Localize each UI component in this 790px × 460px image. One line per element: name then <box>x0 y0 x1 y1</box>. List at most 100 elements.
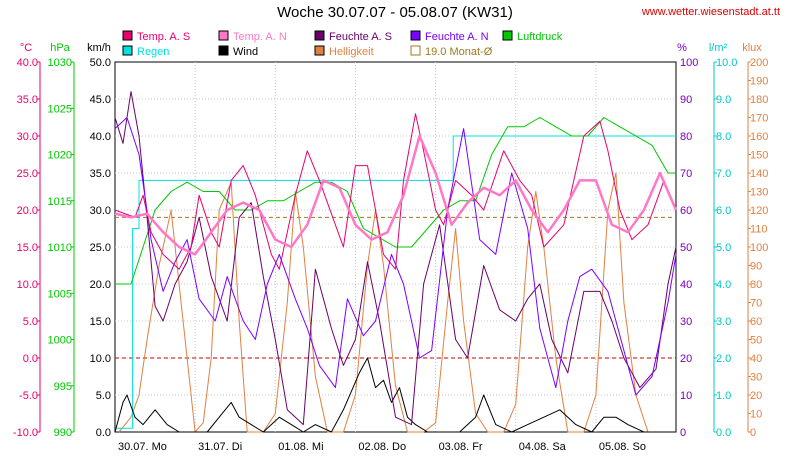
x-tick-label: 02.08. Do <box>358 441 406 453</box>
tick-label-humidity: 90 <box>680 94 692 106</box>
series-line <box>114 91 677 426</box>
legend-label: Helligkeit <box>329 46 374 58</box>
tick-label-lux: 20 <box>750 390 762 402</box>
tick-label-lux: 170 <box>750 113 768 125</box>
tick-label-rain: 2.0 <box>716 353 731 365</box>
legend-label: Temp. A. N <box>233 31 287 43</box>
axis-unit-rain: l/m² <box>709 42 728 54</box>
tick-label-humidity: 40 <box>680 279 692 291</box>
legend-swatch <box>122 30 133 41</box>
tick-label-humidity: 30 <box>680 316 692 328</box>
tick-label-lux: 10 <box>750 409 762 421</box>
tick-label-lux: 110 <box>750 224 768 236</box>
legend-label: 19.0 Monat-Ø <box>425 46 493 58</box>
tick-label-humidity: 20 <box>680 353 692 365</box>
legend-label: Regen <box>137 46 169 58</box>
tick-label-lux: 190 <box>750 76 768 88</box>
tick-label-rain: 0.0 <box>716 427 731 439</box>
tick-label-pressure: 995 <box>54 381 72 393</box>
tick-label-lux: 130 <box>750 187 768 199</box>
tick-label-lux: 60 <box>750 316 762 328</box>
tick-label-wind: 20.0 <box>90 279 111 291</box>
tick-label-temp: -10.0 <box>13 427 38 439</box>
series-line <box>118 172 676 433</box>
legend-swatch <box>410 45 421 56</box>
x-tick-label: 04.08. Sa <box>519 441 567 453</box>
tick-label-lux: 50 <box>750 335 762 347</box>
tick-label-lux: 0 <box>750 427 756 439</box>
tick-label-wind: 0.0 <box>96 427 111 439</box>
tick-label-rain: 8.0 <box>716 131 731 143</box>
tick-label-wind: 45.0 <box>90 94 111 106</box>
x-tick-label: 30.07. Mo <box>118 441 167 453</box>
series-line <box>114 113 677 270</box>
tick-label-rain: 7.0 <box>716 168 731 180</box>
tick-label-lux: 90 <box>750 261 762 273</box>
tick-label-lux: 100 <box>750 242 768 254</box>
axis-unit-temp: °C <box>20 42 32 54</box>
tick-label-humidity: 50 <box>680 242 692 254</box>
tick-label-humidity: 80 <box>680 131 692 143</box>
tick-label-wind: 15.0 <box>90 316 111 328</box>
legend-label: Feuchte A. N <box>425 31 489 43</box>
tick-label-wind: 25.0 <box>90 242 111 254</box>
legend-label: Feuchte A. S <box>329 31 392 43</box>
tick-label-wind: 40.0 <box>90 131 111 143</box>
tick-label-pressure: 1015 <box>48 196 72 208</box>
tick-label-wind: 5.0 <box>96 390 111 402</box>
tick-label-temp: 25.0 <box>17 168 38 180</box>
tick-label-rain: 1.0 <box>716 390 731 402</box>
series-line <box>114 117 677 396</box>
legend-swatch <box>218 45 229 56</box>
tick-label-temp: 10.0 <box>17 279 38 291</box>
series-line <box>115 117 676 285</box>
tick-label-lux: 180 <box>750 94 768 106</box>
tick-label-pressure: 1010 <box>48 242 72 254</box>
legend-swatch <box>410 30 421 41</box>
tick-label-wind: 50.0 <box>90 57 111 69</box>
tick-label-lux: 30 <box>750 372 762 384</box>
legend-swatch <box>218 30 229 41</box>
chart-title: Woche 30.07.07 - 05.08.07 (KW31) <box>277 4 513 21</box>
x-tick-label: 03.08. Fr <box>439 441 483 453</box>
tick-label-humidity: 60 <box>680 205 692 217</box>
legend-swatch <box>122 45 133 56</box>
tick-label-lux: 120 <box>750 205 768 217</box>
tick-label-temp: 5.0 <box>23 316 38 328</box>
tick-label-rain: 5.0 <box>716 242 731 254</box>
tick-label-lux: 70 <box>750 298 762 310</box>
axis-unit-humidity: % <box>677 42 687 54</box>
legend-swatch <box>502 30 513 41</box>
tick-label-lux: 40 <box>750 353 762 365</box>
tick-label-rain: 3.0 <box>716 316 731 328</box>
tick-label-lux: 80 <box>750 279 762 291</box>
tick-label-pressure: 1000 <box>48 335 72 347</box>
tick-label-temp: 15.0 <box>17 242 38 254</box>
tick-label-lux: 150 <box>750 150 768 162</box>
tick-label-temp: 40.0 <box>17 57 38 69</box>
legend-swatch <box>314 30 325 41</box>
tick-label-lux: 140 <box>750 168 768 180</box>
tick-label-wind: 35.0 <box>90 168 111 180</box>
tick-label-lux: 160 <box>750 131 768 143</box>
x-tick-label: 31.07. Di <box>198 441 242 453</box>
x-tick-label: 01.08. Mi <box>278 441 323 453</box>
axis-unit-lux: klux <box>742 42 762 54</box>
tick-label-wind: 10.0 <box>90 353 111 365</box>
tick-label-temp: 20.0 <box>17 205 38 217</box>
tick-label-lux: 200 <box>750 57 768 69</box>
tick-label-temp: 35.0 <box>17 94 38 106</box>
source-link[interactable]: www.wetter.wiesenstadt.at.tt <box>641 6 780 18</box>
x-tick-label: 05.08. So <box>599 441 646 453</box>
tick-label-rain: 6.0 <box>716 205 731 217</box>
tick-label-humidity: 70 <box>680 168 692 180</box>
tick-label-wind: 30.0 <box>90 205 111 217</box>
series-line <box>115 135 676 429</box>
tick-label-temp: 0.0 <box>23 353 38 365</box>
axis-unit-pressure: hPa <box>50 42 70 54</box>
tick-label-humidity: 10 <box>680 390 692 402</box>
legend-swatch <box>314 45 325 56</box>
series-line <box>114 134 678 256</box>
